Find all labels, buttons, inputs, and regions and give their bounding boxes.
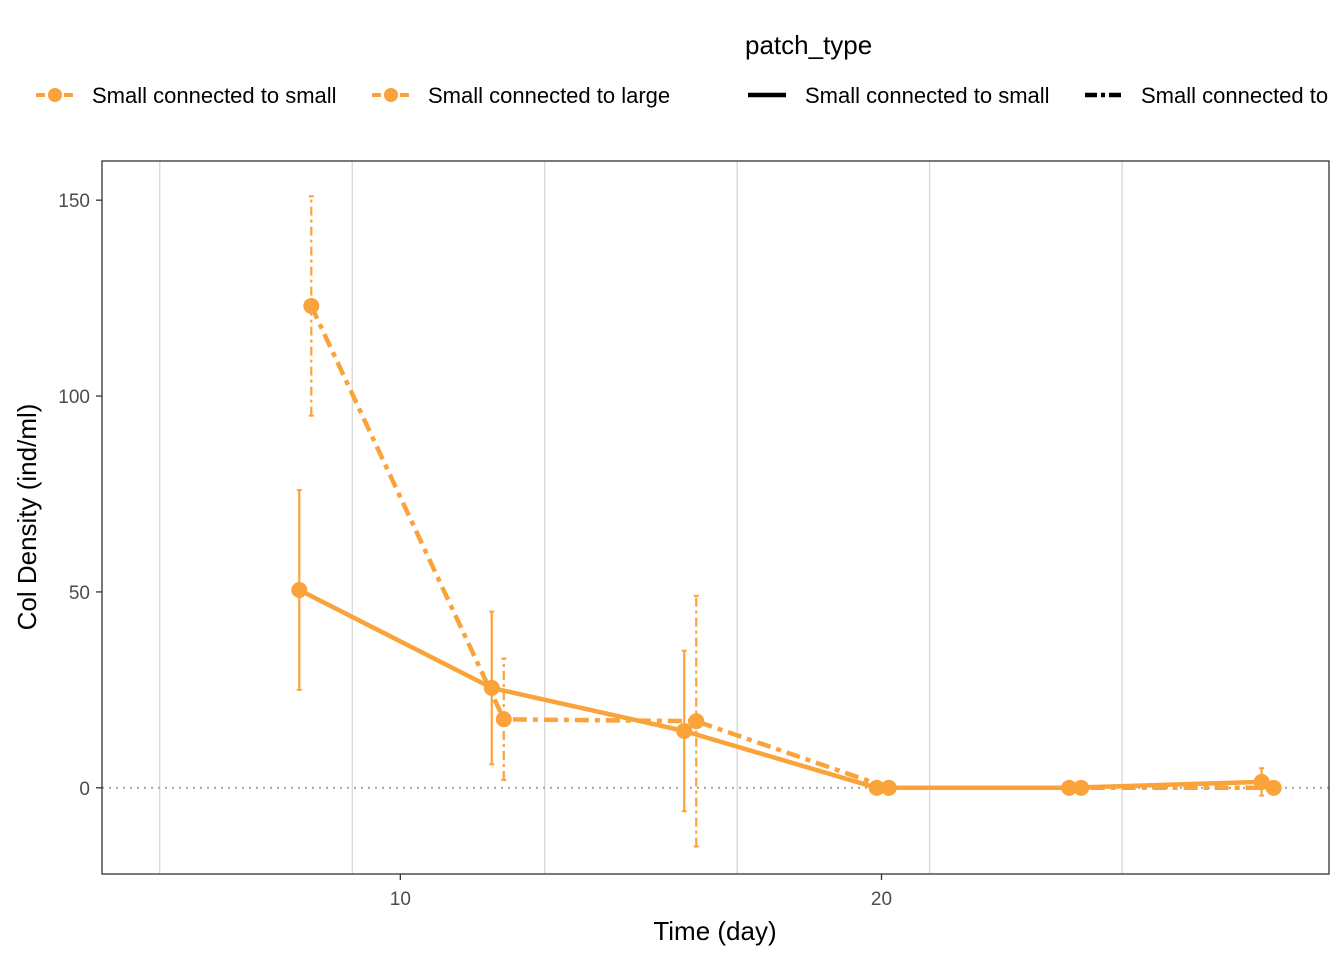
- point-series2-4: [880, 779, 897, 796]
- series-line-2: [309, 305, 1274, 791]
- y-tick-label-2: 50: [69, 583, 90, 604]
- legend-color-label-1: Small connected to small: [92, 83, 337, 108]
- y-tick-label-3: 100: [58, 387, 90, 408]
- point-series1-1: [291, 581, 308, 598]
- point-series2-3: [688, 713, 705, 730]
- plot-area: 10 20 0 50 100 150: [58, 160, 1330, 910]
- panel-border: [101, 160, 1330, 875]
- x-tick-label-2: 20: [871, 889, 892, 910]
- legend-color-key-2: [372, 88, 410, 102]
- point-series1-3: [676, 723, 693, 740]
- point-series2-6: [1265, 779, 1282, 796]
- point-series2-2: [495, 711, 512, 728]
- panel-background: [102, 161, 1329, 874]
- point-series1-5: [1061, 779, 1078, 796]
- legend-color-key-1: [36, 88, 74, 102]
- y-tick-label-1: 0: [79, 779, 90, 800]
- y-tick-label-4: 150: [58, 191, 90, 212]
- x-axis-title: Time (day): [653, 916, 776, 946]
- legend: patch_type Small connected to small Smal…: [36, 30, 1328, 108]
- x-tick-label-1: 10: [390, 889, 411, 910]
- legend-linetype-label-2: Small connected to: [1141, 83, 1328, 108]
- point-series1-6: [1253, 773, 1270, 790]
- legend-title: patch_type: [745, 30, 872, 60]
- point-series2-1: [303, 297, 320, 314]
- point-series1-2: [483, 679, 500, 696]
- point-series2-5: [1073, 779, 1090, 796]
- legend-linetype-label-1: Small connected to small: [805, 83, 1050, 108]
- legend-color-label-2: Small connected to large: [428, 83, 670, 108]
- point-series1-4: [868, 779, 885, 796]
- y-axis-title: Col Density (ind/ml): [12, 404, 42, 631]
